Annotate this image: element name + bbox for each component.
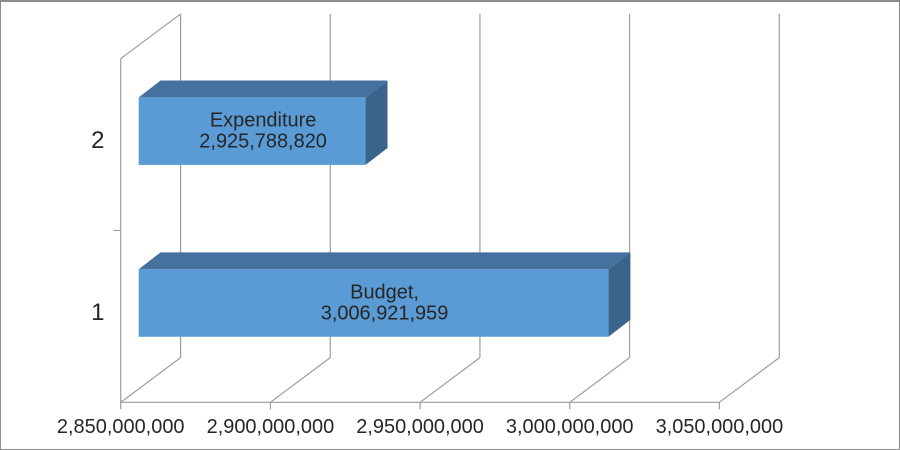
side-wall-top-edge [120,13,181,60]
floor-gridline [270,357,331,403]
category-axis-label: 1 [91,299,104,326]
floor-gridline [569,357,630,403]
floor-gridline [419,357,481,403]
bar-expenditure-side-face[interactable] [365,80,388,165]
bar-budget-label-value: 3,006,921,959 [321,302,449,324]
bar-expenditure-front-face[interactable] [138,97,366,165]
value-axis-tick-label: 2,900,000,000 [207,416,335,438]
value-axis-tick-label: 2,950,000,000 [356,416,484,438]
floor-gridline [120,357,181,403]
category-axis-label: 2 [91,127,104,154]
bar-budget-front-face[interactable] [138,269,609,337]
bar-expenditure-top-face[interactable] [138,80,388,98]
floor-gridline [719,357,780,403]
value-axis-tick-label: 3,000,000,000 [506,416,634,438]
bar-budget-side-face[interactable] [608,252,631,337]
bar-budget-top-face[interactable] [138,252,631,270]
value-axis-tick-label: 3,050,000,000 [656,416,784,438]
bar-expenditure-label-value: 2,925,788,820 [199,131,327,153]
bar-budget-label-name: Budget, [350,282,419,304]
value-axis-tick-label: 2,850,000,000 [57,416,185,438]
bar-expenditure-label-name: Expenditure [210,110,316,132]
